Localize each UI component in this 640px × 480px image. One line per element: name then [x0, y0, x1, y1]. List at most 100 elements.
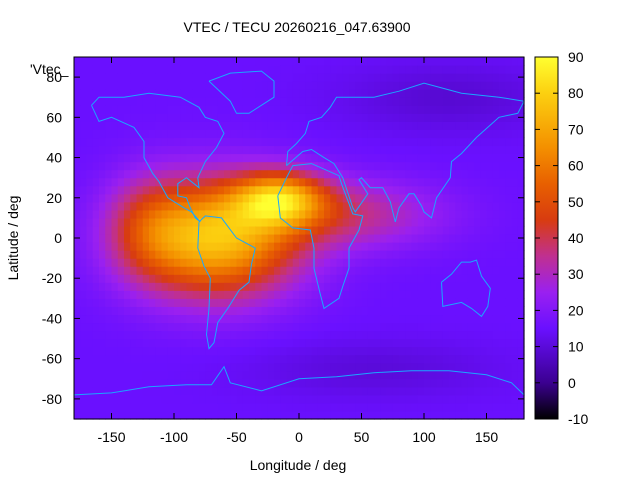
- heat-cell: [511, 290, 519, 299]
- heat-cell: [336, 322, 344, 332]
- heat-cell: [355, 266, 363, 275]
- heat-cell: [449, 73, 456, 82]
- heat-cell: [136, 322, 144, 332]
- heat-cell: [205, 378, 213, 388]
- heat-cell: [424, 233, 431, 243]
- heat-cell: [324, 105, 331, 114]
- heat-cell: [430, 242, 438, 251]
- heat-cell: [242, 242, 250, 251]
- heat-cell: [492, 290, 500, 299]
- heat-cell: [511, 370, 519, 380]
- heat-cell: [449, 394, 456, 404]
- heat-cell: [511, 89, 519, 98]
- heat-cell: [249, 97, 256, 106]
- heat-cell: [499, 217, 506, 227]
- heat-cell: [280, 354, 288, 364]
- heat-cell: [199, 370, 206, 380]
- heat-cell: [80, 145, 88, 155]
- heat-cell: [111, 185, 119, 195]
- heat-cell: [186, 233, 194, 243]
- heat-cell: [361, 274, 369, 283]
- heat-cell: [499, 129, 506, 139]
- heat-cell: [99, 338, 106, 348]
- heat-cell: [474, 274, 481, 283]
- heat-cell: [324, 177, 331, 187]
- heat-cell: [211, 65, 219, 74]
- heat-cell: [286, 250, 294, 259]
- heat-cell: [286, 386, 294, 396]
- heat-cell: [424, 322, 431, 332]
- heat-cell: [336, 209, 344, 219]
- colorbar-tick-label: 40: [568, 230, 584, 246]
- heat-cell: [230, 97, 238, 106]
- heat-cell: [299, 370, 306, 380]
- heat-cell: [174, 250, 181, 259]
- heat-cell: [217, 322, 225, 332]
- heat-cell: [267, 282, 275, 291]
- heat-cell: [217, 290, 225, 299]
- heat-cell: [211, 242, 219, 251]
- heat-cell: [130, 57, 138, 66]
- heat-cell: [80, 57, 88, 66]
- heat-cell: [305, 378, 313, 388]
- heat-cell: [511, 169, 519, 179]
- heat-cell: [286, 338, 294, 348]
- heat-cell: [174, 209, 181, 219]
- heat-cell: [199, 129, 206, 139]
- heat-cell: [74, 201, 81, 211]
- heat-cell: [424, 258, 431, 267]
- heat-cell: [442, 225, 450, 235]
- heat-cell: [324, 193, 331, 203]
- heat-cell: [480, 370, 488, 380]
- heat-cell: [305, 250, 313, 259]
- heat-cell: [474, 250, 481, 259]
- heat-cell: [174, 225, 181, 235]
- heat-cell: [130, 394, 138, 404]
- heat-cell: [274, 89, 281, 98]
- heat-cell: [261, 250, 269, 259]
- heat-cell: [224, 137, 231, 147]
- heat-cell: [124, 258, 131, 267]
- heat-cell: [236, 346, 244, 356]
- heat-cell: [380, 161, 388, 171]
- heat-cell: [424, 137, 431, 147]
- heat-cell: [161, 402, 169, 412]
- heat-cell: [136, 410, 144, 420]
- heat-cell: [80, 322, 88, 332]
- heat-cell: [499, 354, 506, 364]
- heat-cell: [417, 153, 425, 163]
- heat-cell: [342, 354, 350, 364]
- heat-cell: [186, 402, 194, 412]
- heat-cell: [405, 250, 413, 259]
- heat-cell: [255, 201, 263, 211]
- heat-cell: [474, 169, 481, 179]
- heat-cell: [211, 153, 219, 163]
- heat-cell: [174, 129, 181, 139]
- heat-cell: [461, 322, 469, 332]
- heat-cell: [199, 161, 206, 171]
- heat-cell: [186, 314, 194, 324]
- heat-cell: [167, 330, 175, 340]
- heat-cell: [186, 298, 194, 307]
- heat-cell: [399, 217, 406, 227]
- heat-cell: [505, 346, 513, 356]
- heat-cell: [174, 145, 181, 155]
- heat-cell: [174, 97, 181, 106]
- heat-cell: [92, 354, 100, 364]
- heat-cell: [86, 193, 94, 203]
- heat-cell: [517, 258, 525, 267]
- heat-cell: [386, 298, 394, 307]
- heat-cell: [517, 209, 525, 219]
- heat-cell: [480, 322, 488, 332]
- heat-cell: [311, 225, 319, 235]
- heat-cell: [399, 113, 406, 122]
- heat-cell: [92, 121, 100, 130]
- heat-cell: [124, 153, 131, 163]
- heat-cell: [280, 258, 288, 267]
- heat-cell: [274, 282, 281, 291]
- heat-cell: [392, 169, 400, 179]
- heat-cell: [386, 153, 394, 163]
- heat-cell: [399, 346, 406, 356]
- heat-cell: [224, 105, 231, 114]
- heat-cell: [486, 314, 494, 324]
